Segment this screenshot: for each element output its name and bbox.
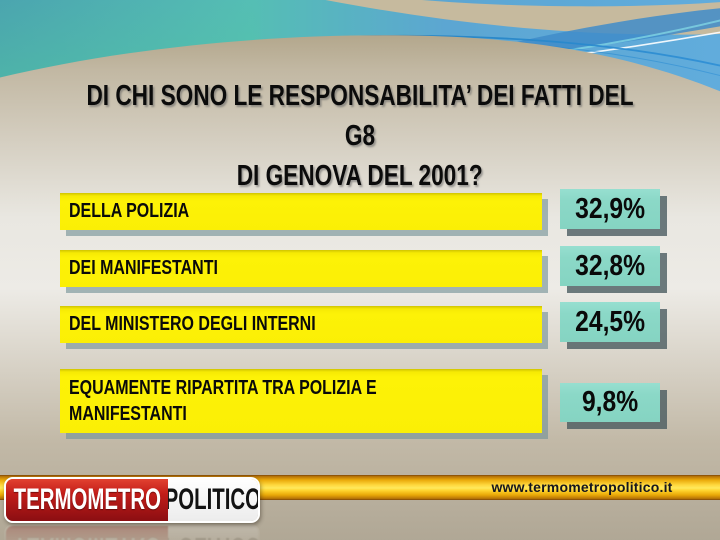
value-label: 24,5% bbox=[575, 305, 645, 338]
answer-bar-polizia: DELLA POLIZIA bbox=[60, 193, 542, 230]
value-box-manifestanti: 32,8% bbox=[560, 246, 660, 286]
website-url: www.termometropolitico.it bbox=[491, 479, 673, 495]
value-label: 32,9% bbox=[575, 192, 645, 225]
logo-reflection-red: TERMOMETRO bbox=[6, 526, 168, 540]
page-title: DI CHI SONO LE RESPONSABILITA’ DEI FATTI… bbox=[0, 76, 720, 196]
answer-label: EQUAMENTE RIPARTITA TRA POLIZIA E MANIFE… bbox=[69, 375, 377, 425]
answer-bar-manifestanti: DEI MANIFESTANTI bbox=[60, 250, 542, 287]
value-label: 9,8% bbox=[581, 386, 639, 418]
logo-white-segment: POLITICO bbox=[168, 479, 258, 521]
logo-text-termometro: TERMOMETRO bbox=[13, 483, 161, 516]
title-line-1: DI CHI SONO LE RESPONSABILITA’ DEI FATTI… bbox=[86, 80, 634, 152]
answer-bar-equamente: EQUAMENTE RIPARTITA TRA POLIZIA E MANIFE… bbox=[60, 369, 542, 433]
answer-label: DEL MINISTERO DEGLI INTERNI bbox=[69, 312, 316, 336]
value-box-ministero: 24,5% bbox=[560, 302, 660, 342]
title-line-2: DI GENOVA DEL 2001? bbox=[237, 160, 483, 192]
answer-label: DEI MANIFESTANTI bbox=[69, 256, 218, 280]
value-box-polizia: 32,9% bbox=[560, 189, 660, 229]
answer-bar-ministero: DEL MINISTERO DEGLI INTERNI bbox=[60, 306, 542, 343]
termometro-politico-logo: TERMOMETRO POLITICO bbox=[4, 477, 260, 523]
value-label: 32,8% bbox=[575, 249, 645, 282]
answer-label: DELLA POLIZIA bbox=[69, 199, 190, 223]
logo-red-segment: TERMOMETRO bbox=[6, 479, 168, 521]
logo-reflection: TERMOMETRO POLITICO bbox=[4, 524, 260, 540]
logo-reflection-white: POLITICO bbox=[168, 526, 258, 540]
value-box-equamente: 9,8% bbox=[560, 383, 660, 422]
logo-text-politico: POLITICO bbox=[168, 483, 258, 516]
